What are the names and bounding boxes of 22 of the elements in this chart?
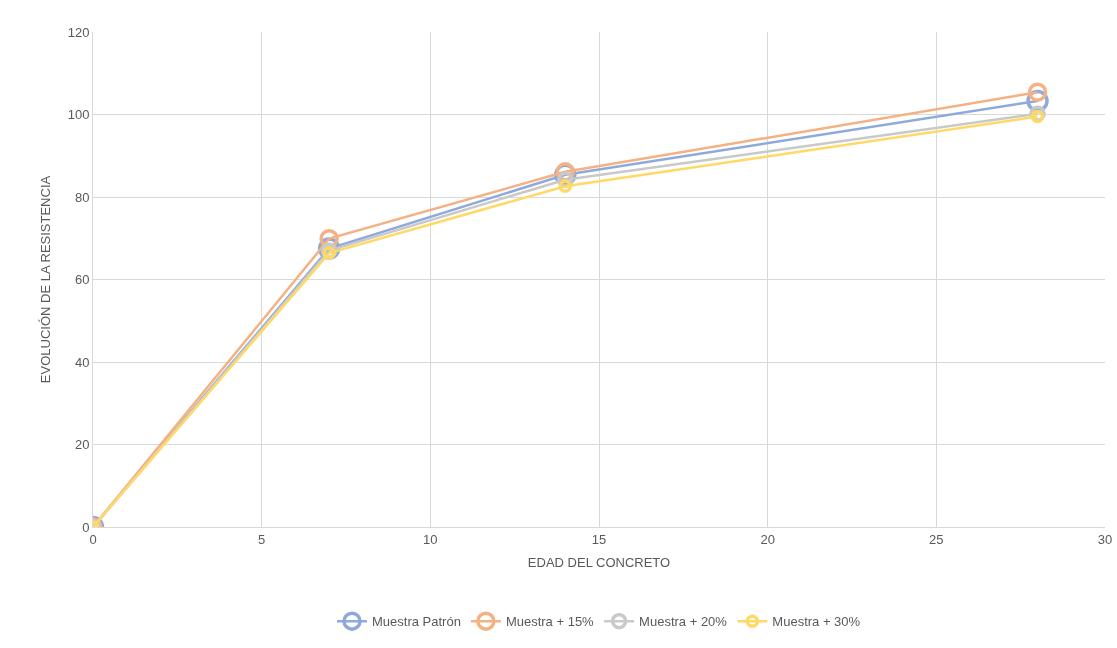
legend-label: Muestra + 15% xyxy=(505,614,595,630)
x-tick-label: 30 xyxy=(1097,531,1113,547)
point xyxy=(1027,82,1048,102)
x-tick-label: 20 xyxy=(760,531,775,547)
y-tick-label: 120 xyxy=(67,24,90,40)
y-axis-title: EVOLUCIÓN DE LA RESISTENCIA xyxy=(37,175,53,384)
x-tick-label: 5 xyxy=(258,531,266,547)
x-axis-title: EDAD DEL CONCRETO xyxy=(527,555,671,571)
y-tick-label: 20 xyxy=(74,437,90,453)
point xyxy=(558,179,573,194)
x-tick-label: 10 xyxy=(423,531,438,547)
legend-label: Muestra + 20% xyxy=(639,614,728,630)
point xyxy=(1030,109,1045,124)
legend-label: Muestra Patrón xyxy=(372,614,461,630)
legend-label: Muestra + 30% xyxy=(772,614,861,630)
x-tick-label: 25 xyxy=(929,531,944,547)
y-tick-label: 40 xyxy=(74,354,90,370)
y-tick-label: 100 xyxy=(67,107,90,123)
y-tick-label: 60 xyxy=(74,272,90,288)
y-tick-label: 0 xyxy=(82,519,90,535)
y-tick-label: 80 xyxy=(74,189,90,205)
x-tick-label: 15 xyxy=(591,531,607,547)
